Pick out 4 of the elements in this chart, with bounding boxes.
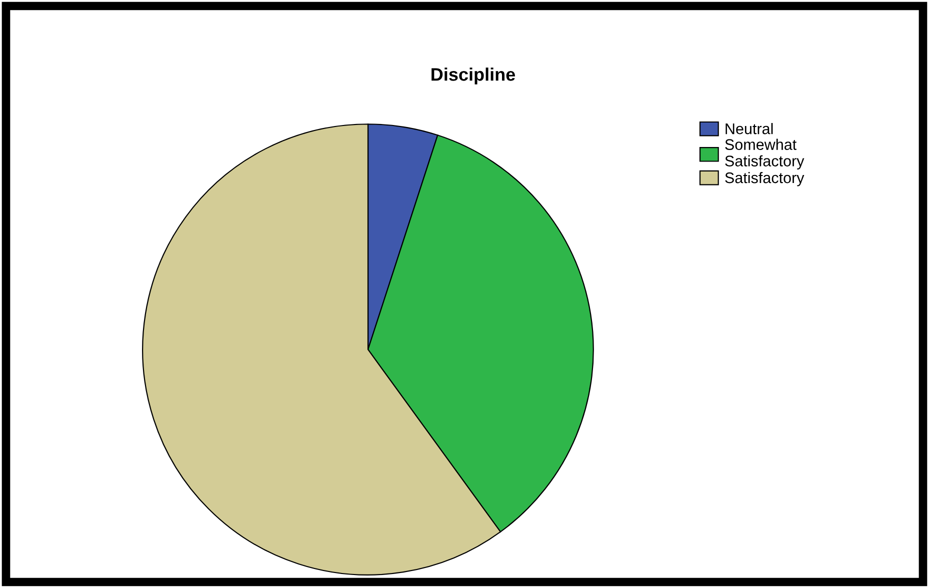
chart-title: Discipline bbox=[432, 68, 516, 84]
legend-label: Neutral bbox=[726, 123, 773, 134]
legend-label: Somewhat Satisfactory bbox=[725, 138, 804, 170]
legend-label: Satisfactory bbox=[725, 172, 804, 186]
